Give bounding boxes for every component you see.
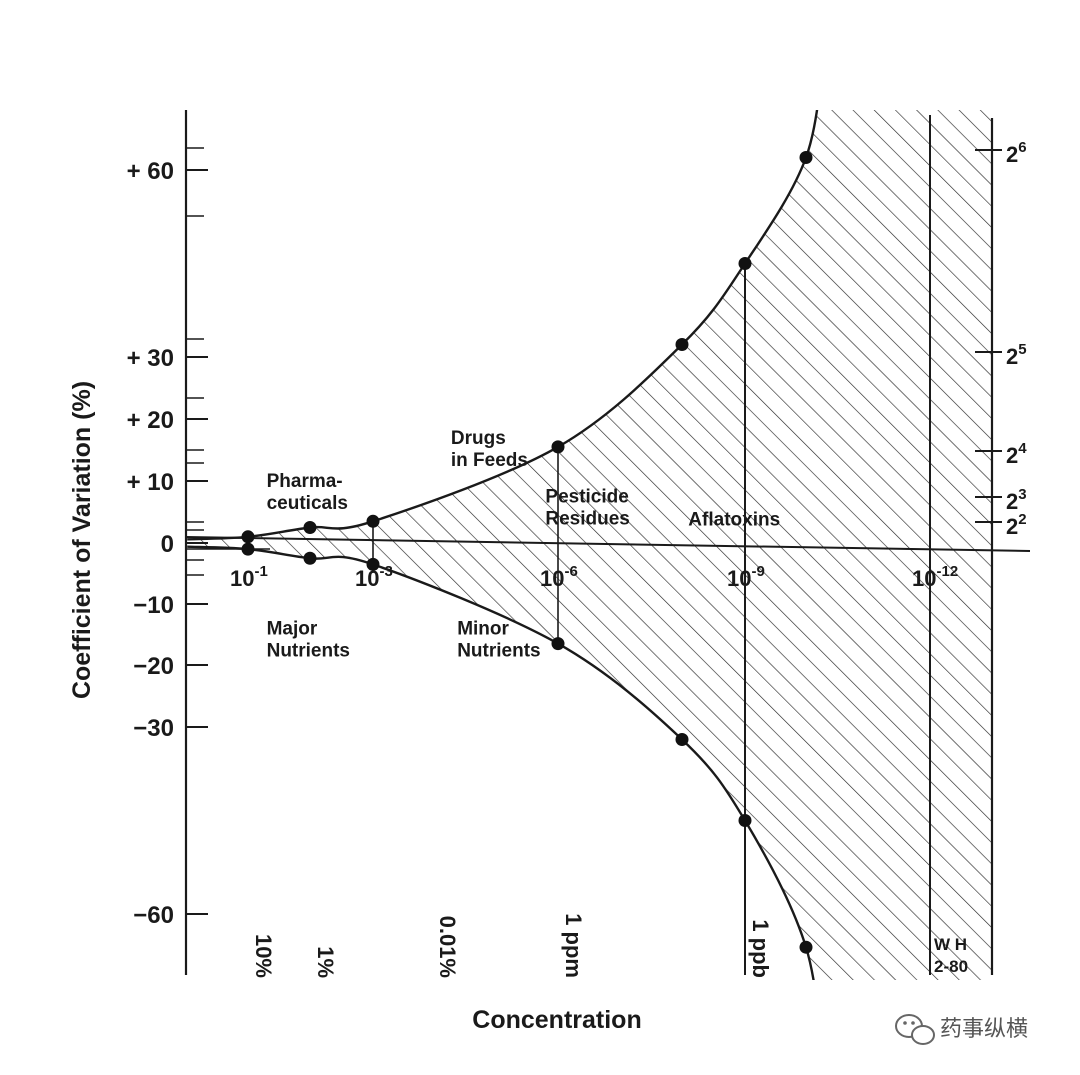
y-tick-label: + 10 xyxy=(127,469,174,496)
upper-curve xyxy=(187,110,819,541)
y-tick-label: + 20 xyxy=(127,407,174,434)
x-exponent-label: 10-1 xyxy=(230,563,268,591)
x-percent-label: 1 ppb xyxy=(748,919,773,978)
x-exponent-label: 10-9 xyxy=(727,563,765,591)
watermark: 药事纵横 xyxy=(895,1014,1028,1045)
wechat-icon xyxy=(895,1014,935,1045)
upper-data-point xyxy=(551,440,565,454)
y-tick-label: −60 xyxy=(133,902,174,929)
y-tick-label: −10 xyxy=(133,592,174,619)
upper-data-point xyxy=(366,514,380,528)
region-label: ceuticals xyxy=(267,493,348,514)
region-label: Residues xyxy=(545,509,629,530)
upper-data-point xyxy=(303,521,317,534)
credit-label: 2-80 xyxy=(934,957,968,976)
upper-data-point xyxy=(675,338,689,352)
region-label: Nutrients xyxy=(267,641,350,662)
x-percent-label: 1% xyxy=(313,946,338,978)
region-label: in Feeds xyxy=(451,450,528,471)
region-label: Pesticide xyxy=(545,487,628,508)
upper-data-point xyxy=(799,151,813,164)
lower-curve xyxy=(187,545,815,980)
right-tick-label: 22 xyxy=(1006,511,1027,539)
x-axis-title: Concentration xyxy=(472,1006,641,1034)
region-label: Minor xyxy=(457,619,509,640)
region-label: Aflatoxins xyxy=(688,510,780,531)
lower-data-point xyxy=(241,542,255,556)
right-tick-label: 25 xyxy=(1006,341,1027,369)
right-tick-label: 24 xyxy=(1006,440,1027,468)
y-axis-title: Coefficient of Variation (%) xyxy=(68,381,96,699)
credit-label: W H xyxy=(934,935,967,954)
y-tick-label: −30 xyxy=(133,715,174,742)
right-tick-label: 23 xyxy=(1006,486,1027,514)
x-percent-label: 0.01% xyxy=(435,916,460,978)
lower-data-point xyxy=(799,940,813,954)
x-exponent-label: 10-12 xyxy=(912,563,958,591)
y-tick-label: −20 xyxy=(133,653,174,680)
x-percent-label: 10% xyxy=(251,934,276,978)
lower-data-point xyxy=(675,732,689,746)
x-exponent-label: 10-3 xyxy=(355,563,393,591)
y-tick-label: 0 xyxy=(161,531,174,558)
y-tick-label: + 30 xyxy=(127,345,174,372)
upper-data-point xyxy=(738,257,752,270)
lower-data-point xyxy=(366,557,380,571)
watermark-text: 药事纵横 xyxy=(940,1017,1028,1042)
lower-data-point xyxy=(551,637,565,651)
hatched-region xyxy=(187,110,992,980)
region-label: Pharma- xyxy=(267,471,343,492)
y-tick-label: + 60 xyxy=(127,158,174,185)
zero-baseline xyxy=(185,536,1031,552)
x-exponent-label: 10-6 xyxy=(540,563,578,591)
region-label: Drugs xyxy=(451,428,506,449)
x-percent-label: 1 ppm xyxy=(561,913,586,978)
region-label: Major xyxy=(267,619,318,640)
right-tick-label: 26 xyxy=(1006,139,1027,167)
region-label: Nutrients xyxy=(457,641,540,662)
lower-data-point xyxy=(303,551,317,565)
upper-data-point xyxy=(241,530,255,544)
lower-data-point xyxy=(738,814,752,827)
